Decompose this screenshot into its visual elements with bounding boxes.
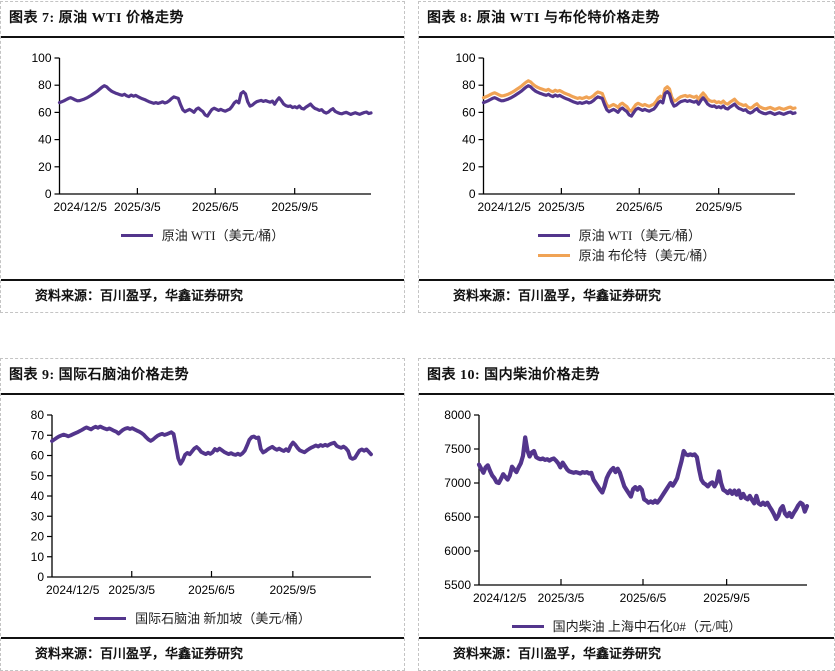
legend-line-swatch [511, 625, 544, 628]
svg-text:2024/12/5: 2024/12/5 [473, 591, 527, 605]
svg-text:2025/9/5: 2025/9/5 [271, 200, 318, 214]
svg-text:2024/12/5: 2024/12/5 [46, 583, 100, 597]
svg-text:7000: 7000 [444, 476, 471, 490]
svg-text:2025/6/5: 2025/6/5 [615, 200, 662, 214]
line-chart-wti: 0 20 40 60 80 100 2024/12/5 2025/3/5 2025/6/5 202… [27, 50, 379, 218]
svg-text:2024/12/5: 2024/12/5 [477, 200, 531, 214]
source-note: 资料来源：百川盈孚，华鑫证券研究 [1, 279, 404, 312]
legend: 原油 WTI（美元/桶） 原油 布伦特（美元/桶） [537, 228, 716, 263]
svg-text:40: 40 [30, 489, 44, 503]
legend-item: 原油 WTI（美元/桶） [120, 228, 285, 243]
svg-text:80: 80 [30, 408, 44, 422]
svg-text:50: 50 [30, 469, 44, 483]
chart-zone: 5500 6000 6500 7000 7500 8000 2024/12/5 2025/3/… [419, 395, 834, 637]
figure-panel-10: 图表 10: 国内柴油价格走势 5500 6000 6500 7000 7500 8000… [418, 358, 835, 671]
legend-line-swatch [120, 234, 153, 237]
figure-panel-9: 图表 9: 国际石脑油价格走势 0 10 20 30 40 50 60 70 80 2024/12… [0, 358, 405, 671]
svg-text:2025/9/5: 2025/9/5 [703, 591, 750, 605]
svg-text:2025/9/5: 2025/9/5 [695, 200, 742, 214]
svg-text:0: 0 [44, 187, 51, 201]
svg-text:2025/3/5: 2025/3/5 [108, 583, 155, 597]
figure-title: 图表 10: 国内柴油价格走势 [419, 359, 834, 395]
svg-text:8000: 8000 [444, 408, 471, 422]
legend-item: 原油 布伦特（美元/桶） [537, 248, 716, 263]
svg-text:0: 0 [468, 187, 475, 201]
legend-label: 国内柴油 上海中石化0#（元/吨） [552, 619, 742, 634]
line-chart-diesel: 5500 6000 6500 7000 7500 8000 2024/12/5 2025/3/… [439, 407, 815, 609]
svg-text:7500: 7500 [444, 442, 471, 456]
svg-text:30: 30 [30, 509, 44, 523]
source-note: 资料来源：百川盈孚，华鑫证券研究 [419, 279, 834, 312]
svg-text:6000: 6000 [444, 544, 471, 558]
svg-text:10: 10 [30, 550, 44, 564]
line-chart-naphtha: 0 10 20 30 40 50 60 70 80 2024/12/5 2025/3/5 2025/6… [27, 407, 379, 601]
svg-text:2025/6/5: 2025/6/5 [619, 591, 666, 605]
legend-item: 国际石脑油 新加坡（美元/桶） [94, 611, 311, 626]
svg-text:6500: 6500 [444, 510, 471, 524]
svg-text:60: 60 [38, 105, 52, 119]
figure-panel-7: 图表 7: 原油 WTI 价格走势 0 20 40 60 80 100 2024/12/5 2… [0, 1, 405, 313]
source-note: 资料来源：百川盈孚，华鑫证券研究 [1, 637, 404, 670]
legend-label: 国际石脑油 新加坡（美元/桶） [135, 611, 311, 626]
svg-text:2025/6/5: 2025/6/5 [191, 200, 238, 214]
svg-text:100: 100 [31, 51, 51, 65]
legend-line-swatch [537, 254, 570, 257]
legend-label: 原油 布伦特（美元/桶） [578, 248, 716, 263]
legend-line-swatch [94, 617, 127, 620]
svg-text:40: 40 [38, 133, 52, 147]
source-note: 资料来源：百川盈孚，华鑫证券研究 [419, 637, 834, 670]
legend-item: 原油 WTI（美元/桶） [537, 228, 701, 243]
chart-zone: 0 20 40 60 80 100 2024/12/5 2025/3/5 2025/6/5 202… [419, 38, 834, 279]
figure-title: 图表 9: 国际石脑油价格走势 [1, 359, 404, 395]
svg-text:20: 20 [30, 530, 44, 544]
svg-text:80: 80 [462, 78, 476, 92]
svg-text:2024/12/5: 2024/12/5 [53, 200, 107, 214]
line-chart-wti-brent: 0 20 40 60 80 100 2024/12/5 2025/3/5 2025/6/5 202… [451, 50, 803, 218]
svg-text:60: 60 [30, 449, 44, 463]
svg-text:60: 60 [462, 105, 476, 119]
legend-item: 国内柴油 上海中石化0#（元/吨） [511, 619, 742, 634]
svg-text:5500: 5500 [444, 578, 471, 592]
svg-text:100: 100 [455, 51, 475, 65]
legend-line-swatch [537, 234, 570, 237]
svg-text:2025/3/5: 2025/3/5 [538, 200, 585, 214]
legend-label: 原油 WTI（美元/桶） [161, 228, 285, 243]
figure-panel-8: 图表 8: 原油 WTI 与布伦特价格走势 0 20 40 60 80 100 2024/1… [418, 1, 835, 313]
chart-zone: 0 10 20 30 40 50 60 70 80 2024/12/5 2025/3/5 2025/6… [1, 395, 404, 637]
svg-text:40: 40 [462, 133, 476, 147]
legend-label: 原油 WTI（美元/桶） [578, 228, 701, 243]
svg-text:0: 0 [37, 570, 44, 584]
legend: 国内柴油 上海中石化0#（元/吨） [511, 619, 742, 634]
legend: 原油 WTI（美元/桶） [120, 228, 285, 243]
svg-text:20: 20 [38, 160, 52, 174]
figure-title: 图表 7: 原油 WTI 价格走势 [1, 2, 404, 38]
svg-text:2025/9/5: 2025/9/5 [269, 583, 316, 597]
svg-text:80: 80 [38, 78, 52, 92]
svg-text:2025/6/5: 2025/6/5 [188, 583, 235, 597]
svg-text:2025/3/5: 2025/3/5 [537, 591, 584, 605]
svg-text:2025/3/5: 2025/3/5 [114, 200, 161, 214]
svg-text:70: 70 [30, 428, 44, 442]
figure-title: 图表 8: 原油 WTI 与布伦特价格走势 [419, 2, 834, 38]
legend: 国际石脑油 新加坡（美元/桶） [94, 611, 311, 626]
chart-zone: 0 20 40 60 80 100 2024/12/5 2025/3/5 2025/6/5 202… [1, 38, 404, 279]
svg-text:20: 20 [462, 160, 476, 174]
